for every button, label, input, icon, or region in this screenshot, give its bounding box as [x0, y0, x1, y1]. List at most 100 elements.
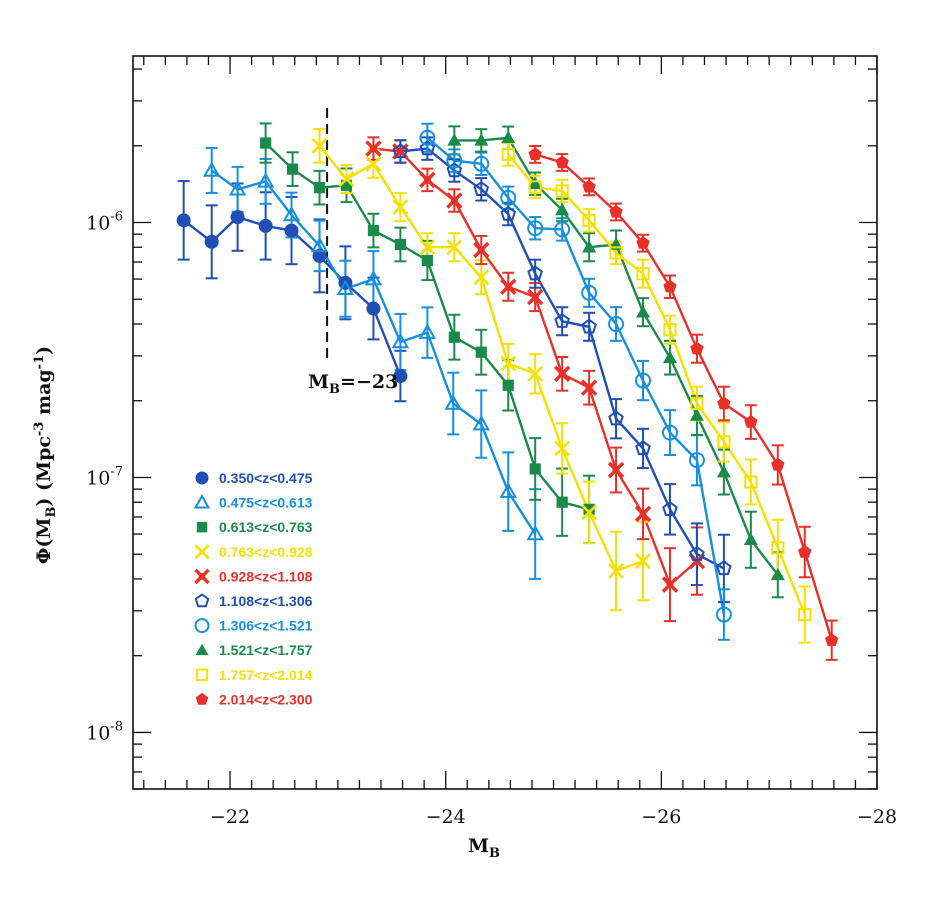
- data-point-pentagon-open: [608, 410, 624, 426]
- data-point-square-filled: [340, 179, 353, 191]
- legend-label: 0.613<z<0.763: [219, 519, 313, 535]
- data-point-triangle-filled: [636, 305, 651, 318]
- data-point-pentagon-open: [716, 560, 732, 576]
- data-point-star-core: [504, 283, 512, 291]
- data-point-square-filled: [286, 163, 299, 175]
- data-point-circle-open: [608, 315, 625, 332]
- y-axis-title-phi: Φ(M: [33, 518, 55, 565]
- data-point-circle-filled: [204, 234, 219, 249]
- data-point-triangle-open: [310, 236, 329, 253]
- data-point-pentagon-open: [527, 265, 543, 281]
- y-axis-title-sup1: -3: [32, 422, 47, 436]
- y-tick-label-exponent: -8: [110, 719, 123, 734]
- legend-label: 0.928<z<1.108: [219, 568, 313, 584]
- data-point-square-filled: [448, 331, 460, 343]
- data-point-cross: [365, 155, 382, 172]
- legend-label: 0.475<z<0.613: [219, 495, 313, 511]
- data-point-triangle-filled: [582, 240, 597, 253]
- data-point-star-core: [198, 573, 206, 580]
- data-point-cross: [554, 440, 571, 457]
- data-point-pentagon-filled: [528, 147, 542, 161]
- data-point-cross: [581, 504, 598, 521]
- data-point-star-core: [423, 176, 431, 184]
- data-point-triangle-filled: [501, 130, 516, 144]
- y-tick-label-base: 10: [86, 213, 110, 235]
- data-point-star-filled: [419, 171, 436, 189]
- plot-frame-group: [132, 55, 878, 790]
- data-point-square-filled: [421, 254, 433, 267]
- data-point-square-filled: [529, 463, 541, 475]
- data-point-square-open: [555, 184, 569, 198]
- legend-item: 0.350<z<0.475: [195, 470, 313, 486]
- data-point-square-open: [717, 435, 731, 449]
- mb-limit-label-subscript: B: [329, 382, 340, 397]
- y-tick-label-base: 10: [86, 467, 110, 489]
- data-point-star-core: [369, 145, 377, 153]
- data-point-triangle-filled: [743, 532, 758, 545]
- data-point-circle-filled: [176, 213, 191, 228]
- data-point-circle-filled: [284, 223, 299, 238]
- data-point-pentagon-filled: [690, 341, 704, 355]
- data-point-circle-open: [194, 618, 210, 634]
- data-point-pentagon-open: [194, 593, 210, 608]
- legend-label: 1.521<z<1.757: [219, 642, 313, 658]
- data-point-star-filled: [580, 379, 598, 396]
- x-axis-title-subscript: B: [489, 846, 500, 861]
- legend-item: 0.475<z<0.613: [193, 494, 313, 511]
- x-tick-label: −28: [857, 806, 897, 828]
- data-point-square-open: [663, 323, 677, 337]
- y-axis-title-units: ) (Mpc: [33, 436, 55, 506]
- data-point-circle-open: [419, 129, 436, 146]
- legend-label: 0.763<z<0.928: [219, 544, 313, 560]
- data-point-circle-filled: [312, 248, 327, 263]
- data-point-triangle-open: [444, 394, 462, 410]
- data-point-triangle-filled: [689, 408, 704, 421]
- legend-label: 2.014<z<2.300: [219, 691, 313, 707]
- data-point-square-filled: [583, 503, 595, 515]
- data-point-star-filled: [607, 461, 625, 479]
- series-line-8: [507, 153, 806, 616]
- data-point-square-filled: [394, 238, 407, 251]
- legend-item: 1.757<z<2.014: [195, 667, 313, 683]
- x-tick-label: −26: [641, 806, 681, 828]
- data-point-square-open: [609, 246, 623, 260]
- data-point-star-core: [396, 147, 404, 155]
- data-point-cross: [194, 544, 210, 560]
- y-tick-label-base: 10: [86, 722, 110, 744]
- data-point-circle-open: [661, 424, 678, 441]
- data-point-cross: [473, 269, 490, 286]
- data-point-triangle-filled: [770, 567, 785, 581]
- y-tick-label-exponent: -6: [110, 210, 123, 225]
- legend-item: 1.521<z<1.757: [195, 642, 313, 658]
- x-axis-title-main: M: [468, 835, 489, 857]
- data-point-star-filled: [446, 192, 463, 209]
- data-point-triangle-open: [418, 323, 437, 339]
- y-tick-label: 10-8: [86, 719, 123, 744]
- data-point-square-filled: [502, 379, 514, 391]
- data-point-star-filled: [661, 576, 679, 593]
- data-point-square-filled: [556, 496, 568, 508]
- data-point-star-filled: [553, 365, 571, 383]
- data-point-pentagon-filled: [555, 155, 569, 169]
- data-point-circle-filled: [230, 210, 245, 225]
- data-point-star-filled: [473, 241, 490, 259]
- data-point-cross: [419, 239, 436, 256]
- data-point-pentagon-filled: [717, 396, 731, 410]
- data-point-star-filled: [500, 278, 517, 295]
- data-point-triangle-open: [256, 172, 275, 188]
- legend-item: 0.613<z<0.763: [196, 519, 313, 535]
- mb-limit-label-main: M: [308, 371, 329, 393]
- data-point-pentagon-filled: [825, 633, 839, 646]
- data-point-pentagon-open: [689, 545, 705, 561]
- data-point-star-filled: [365, 140, 382, 157]
- data-point-square-open: [501, 147, 515, 162]
- data-point-triangle-filled: [555, 202, 570, 216]
- data-point-square-open: [690, 396, 704, 411]
- data-point-triangle-open: [282, 206, 301, 222]
- mb-limit-label: MB=−23: [308, 371, 398, 397]
- data-point-cross: [311, 137, 328, 154]
- data-point-triangle-filled: [528, 176, 543, 189]
